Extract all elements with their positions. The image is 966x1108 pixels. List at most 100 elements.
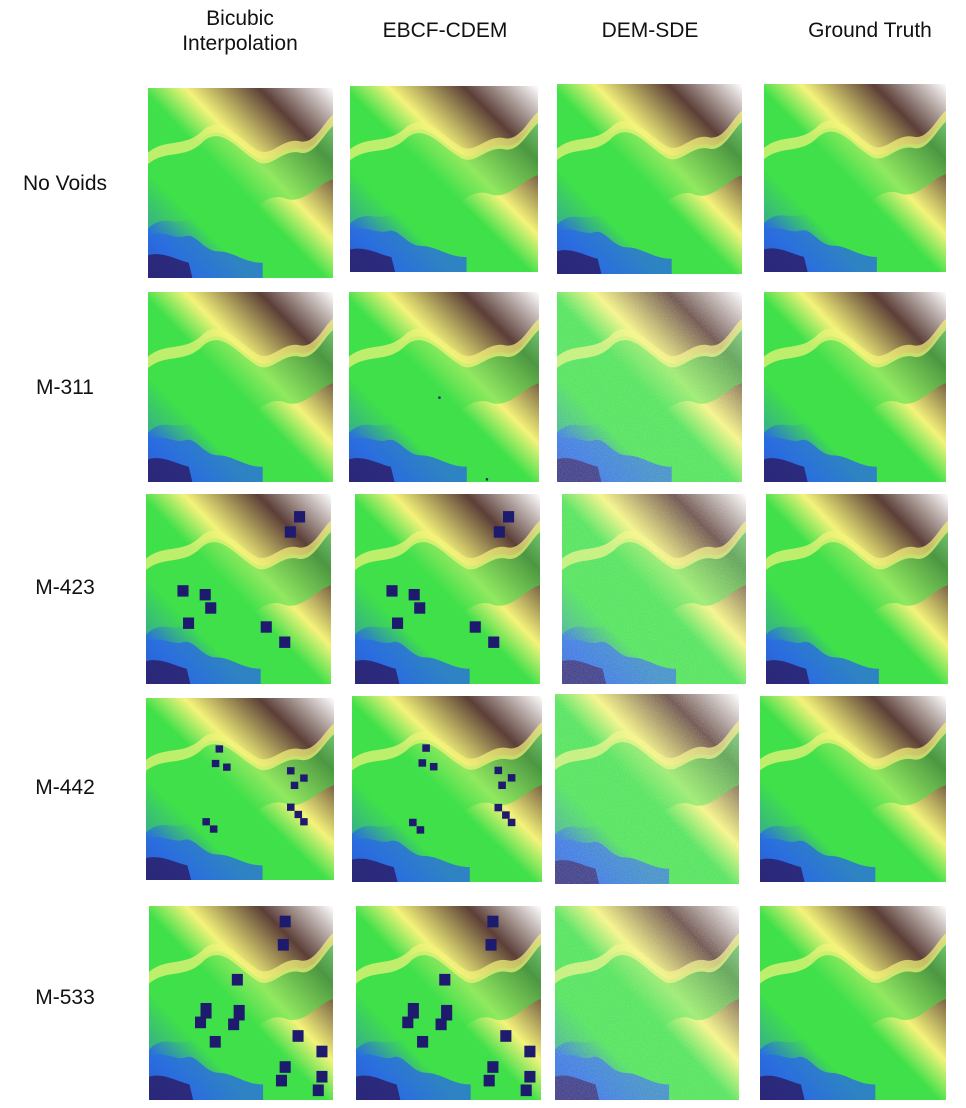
void-region bbox=[183, 617, 195, 629]
void-region bbox=[507, 774, 516, 782]
dem-panel-m-442-bicubic bbox=[146, 698, 334, 880]
void-region bbox=[485, 938, 497, 951]
column-header-line1: Bicubic bbox=[206, 7, 274, 30]
void-region bbox=[312, 1084, 324, 1097]
void-region bbox=[408, 589, 420, 601]
dem-panel-m-533-dem-sde bbox=[555, 906, 739, 1100]
void-region bbox=[487, 1061, 499, 1073]
terrain-basin bbox=[764, 248, 808, 272]
noise-texture bbox=[555, 694, 739, 884]
dem-panel-no-voids-bicubic bbox=[148, 88, 333, 278]
void-region bbox=[502, 811, 510, 819]
void-region bbox=[438, 396, 441, 399]
void-region bbox=[485, 478, 489, 481]
dem-panel-no-voids-ground-truth bbox=[764, 84, 946, 272]
void-region bbox=[500, 1030, 512, 1042]
void-region bbox=[392, 617, 404, 629]
void-region bbox=[503, 511, 515, 523]
terrain-basin bbox=[355, 660, 400, 684]
void-region bbox=[277, 938, 289, 951]
void-region bbox=[316, 1045, 328, 1058]
terrain-contour bbox=[764, 318, 946, 368]
row-label-m-311: M-311 bbox=[36, 376, 94, 399]
void-region bbox=[209, 825, 218, 833]
column-header-ground-truth: Ground Truth bbox=[780, 18, 960, 43]
dem-panel-m-311-ground-truth bbox=[764, 292, 946, 482]
void-region bbox=[429, 762, 438, 771]
void-region bbox=[524, 1045, 536, 1058]
terrain-basin bbox=[146, 857, 192, 880]
void-region bbox=[493, 526, 505, 538]
row-label-m-423: M-423 bbox=[35, 576, 95, 599]
dem-panel-m-423-ebcf-cdem bbox=[355, 494, 540, 684]
terrain-basin bbox=[148, 254, 193, 278]
void-region bbox=[205, 602, 217, 614]
void-region bbox=[441, 1004, 453, 1021]
terrain-basin bbox=[146, 660, 191, 684]
dem-panel-m-423-dem-sde bbox=[562, 494, 746, 684]
void-region bbox=[316, 1070, 328, 1083]
terrain-contour bbox=[356, 933, 541, 984]
void-region bbox=[275, 1074, 287, 1087]
terrain-ridge bbox=[148, 122, 333, 229]
void-region bbox=[402, 1016, 414, 1029]
void-region bbox=[494, 766, 503, 775]
terrain-contour bbox=[760, 722, 946, 771]
dem-panel-m-311-bicubic bbox=[148, 292, 333, 482]
terrain-basin bbox=[356, 1075, 401, 1100]
void-region bbox=[469, 621, 481, 633]
terrain-basin bbox=[557, 250, 602, 274]
dem-panel-m-442-dem-sde bbox=[555, 694, 739, 884]
void-region bbox=[228, 1018, 240, 1031]
void-region bbox=[507, 818, 516, 827]
void-region bbox=[418, 759, 427, 767]
terrain-ridge bbox=[352, 729, 542, 834]
void-region bbox=[435, 1018, 447, 1031]
column-header-label: DEM-SDE bbox=[601, 19, 699, 42]
terrain-ridge bbox=[760, 729, 946, 834]
column-header-line2: Interpolation bbox=[182, 32, 298, 55]
terrain-ridge bbox=[764, 117, 946, 224]
terrain-basin bbox=[760, 858, 805, 882]
terrain-ridge bbox=[557, 118, 742, 225]
void-region bbox=[409, 818, 417, 827]
terrain-contour bbox=[350, 112, 538, 161]
dem-panel-no-voids-dem-sde bbox=[557, 84, 742, 274]
terrain-ridge bbox=[148, 326, 333, 433]
terrain-basin bbox=[350, 248, 396, 272]
void-region bbox=[284, 526, 296, 538]
terrain-contour bbox=[764, 110, 946, 160]
column-header-bicubic: Bicubic Bicubic Interpolation bbox=[150, 6, 330, 56]
void-region bbox=[414, 602, 426, 614]
void-region bbox=[487, 915, 499, 928]
terrain-contour bbox=[148, 318, 333, 368]
terrain-contour bbox=[146, 520, 331, 570]
column-header-label: EBCF-CDEM bbox=[382, 19, 508, 42]
void-region bbox=[422, 744, 430, 752]
void-region bbox=[407, 1003, 419, 1019]
void-region bbox=[231, 973, 243, 986]
terrain-ridge bbox=[760, 940, 946, 1050]
void-region bbox=[200, 1003, 212, 1019]
terrain-ridge bbox=[146, 730, 334, 833]
void-region bbox=[195, 1016, 207, 1029]
void-region bbox=[211, 759, 220, 768]
void-region bbox=[292, 1030, 304, 1042]
terrain-ridge bbox=[349, 326, 539, 433]
terrain-basin bbox=[149, 1075, 194, 1100]
void-region bbox=[498, 781, 506, 789]
void-region bbox=[177, 585, 189, 597]
row-label-no-voids: No Voids bbox=[22, 172, 108, 195]
dem-panel-no-voids-ebcf-cdem bbox=[350, 86, 538, 272]
dem-panel-m-533-bicubic bbox=[149, 906, 333, 1100]
row-label-m-533: M-533 bbox=[35, 986, 95, 1009]
noise-texture bbox=[562, 494, 746, 684]
void-region bbox=[279, 1061, 291, 1073]
noise-texture bbox=[555, 906, 739, 1100]
terrain-basin bbox=[760, 1075, 805, 1100]
void-region bbox=[287, 767, 295, 775]
dem-panel-m-442-ground-truth bbox=[760, 696, 946, 882]
void-region bbox=[279, 636, 291, 648]
column-header-label: Ground Truth bbox=[808, 19, 932, 42]
dem-panel-m-533-ebcf-cdem bbox=[356, 906, 541, 1100]
